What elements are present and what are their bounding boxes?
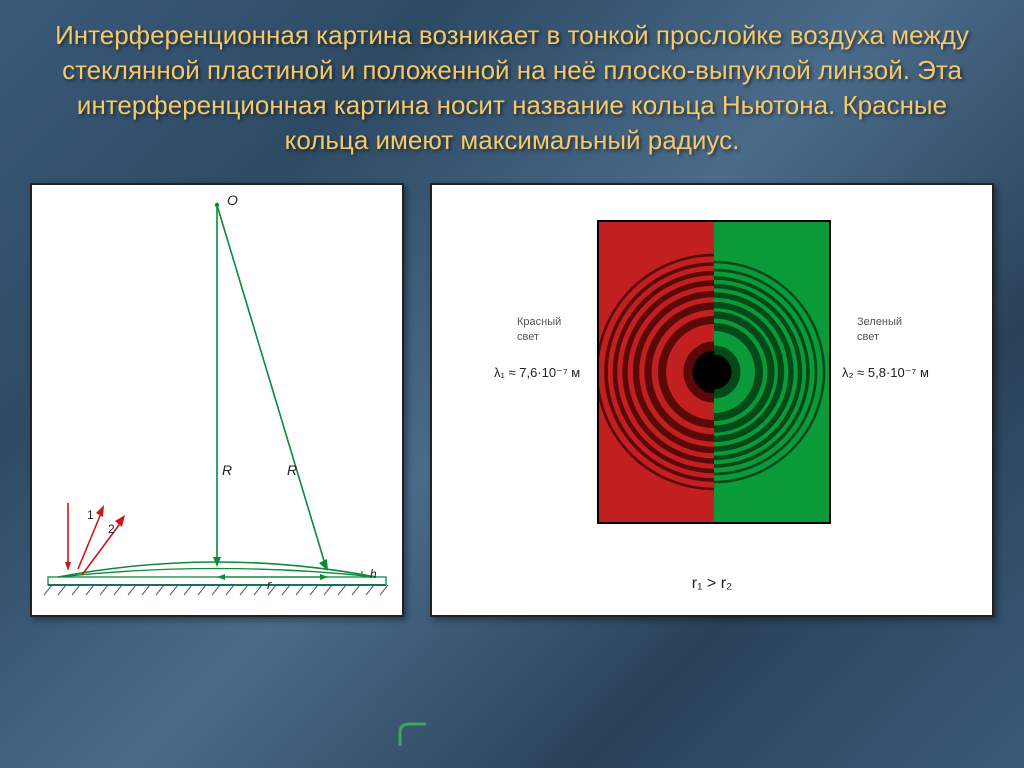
green-rings-svg <box>714 222 829 522</box>
red-half <box>599 222 714 522</box>
red-rings-svg <box>599 222 714 522</box>
green-half <box>714 222 829 522</box>
lambda-red: λ₁ ≈ 7,6·10⁻⁷ м <box>494 365 580 381</box>
figures-row: O h R R r <box>0 168 1024 617</box>
geometry-diagram: O h R R r <box>30 183 404 617</box>
geometry-svg: O h R R r <box>32 185 402 615</box>
label-red-light: Красныйсвет <box>517 315 561 344</box>
rings-box <box>597 220 831 524</box>
slide-title: Интерференционная картина возникает в то… <box>0 0 1024 168</box>
label-h: h <box>370 567 377 581</box>
radius-relation: r₁ > r₂ <box>432 575 992 593</box>
label-r-dim: r <box>267 577 272 592</box>
ray-label-2: 2 <box>108 522 115 536</box>
rings-diagram: Красныйсвет Зеленыйсвет λ₁ ≈ 7,6·10⁻⁷ м … <box>430 183 994 617</box>
label-R1: R <box>222 462 232 478</box>
ray-label-1: 1 <box>87 508 94 522</box>
label-R2: R <box>287 462 297 478</box>
label-green-light: Зеленыйсвет <box>857 315 902 344</box>
slide: Интерференционная картина возникает в то… <box>0 0 1024 768</box>
lambda-green: λ₂ ≈ 5,8·10⁻⁷ м <box>842 365 929 381</box>
corner-decoration <box>398 722 432 748</box>
label-O: O <box>227 192 238 208</box>
